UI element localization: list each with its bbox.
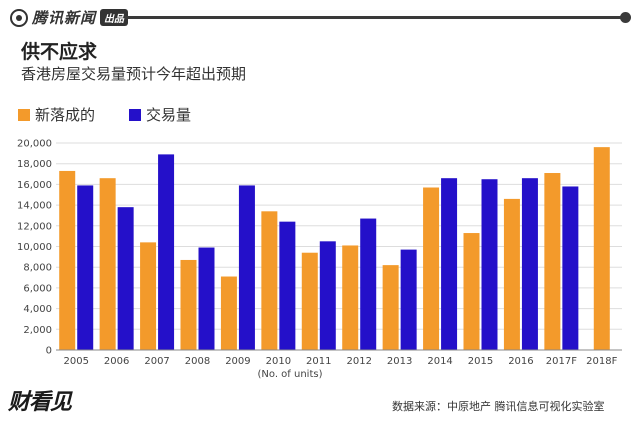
y-tick-label: 6,000 — [23, 283, 52, 294]
brand-logo: 腾讯新闻 出品 — [10, 7, 129, 28]
x-axis-ticks: 2005 2006 2007 2008 2009 2010 2011 2012 2013 2014… — [63, 356, 617, 367]
chart-legend: 新落成的 交易量 — [18, 104, 225, 125]
x-tick-label: 2006 — [104, 356, 129, 367]
bar-new-completions-2010 — [261, 211, 278, 350]
x-axis-label: (No. of units) — [258, 369, 323, 380]
x-tick-label: 2017F — [546, 356, 577, 367]
bar-transactions-2011 — [319, 241, 336, 350]
bar-new-completions-2007 — [140, 242, 157, 350]
y-tick-label: 0 — [46, 346, 52, 357]
x-tick-label: 2007 — [144, 356, 169, 367]
bar-transactions-2008 — [198, 247, 215, 350]
y-tick-label: 10,000 — [17, 242, 52, 253]
x-tick-label: 2016 — [508, 356, 533, 367]
bar-new-completions-2014 — [423, 187, 440, 350]
bar-transactions-2005 — [77, 185, 94, 350]
chart-title: 供不应求 — [21, 41, 98, 63]
bar-new-completions-2013 — [382, 265, 399, 350]
header-divider — [125, 16, 625, 19]
x-tick-label: 2010 — [266, 356, 291, 367]
bar-transactions-2017F — [562, 186, 579, 350]
watermark-logo: 财看见 — [8, 390, 72, 415]
bar-new-completions-2015 — [463, 233, 480, 350]
bar-transactions-2006 — [117, 207, 134, 350]
x-tick-label: 2014 — [427, 356, 452, 367]
bar-transactions-2014 — [441, 178, 458, 350]
x-tick-label: 2013 — [387, 356, 412, 367]
tencent-logo-icon — [10, 8, 28, 27]
bar-new-completions-2011 — [301, 252, 318, 350]
legend-item-transactions: 交易量 — [129, 104, 191, 125]
x-tick-label: 2009 — [225, 356, 250, 367]
y-tick-label: 8,000 — [23, 263, 52, 274]
x-tick-label: 2005 — [63, 356, 88, 367]
bar-new-completions-2006 — [99, 178, 116, 350]
chart-subtitle: 香港房屋交易量预计今年超出预期 — [21, 65, 247, 83]
bar-new-completions-2018F — [593, 147, 610, 350]
bar-new-completions-2008 — [180, 259, 197, 350]
y-axis-ticks: 0 2,000 4,000 6,000 8,000 10,000 12,000 14,000 1… — [17, 139, 52, 357]
legend-swatch-transactions — [129, 108, 142, 121]
y-tick-label: 2,000 — [23, 325, 52, 336]
legend-label-new-completions: 新落成的 — [35, 106, 96, 124]
bar-transactions-2013 — [400, 249, 417, 350]
x-tick-label: 2015 — [468, 356, 493, 367]
bar-transactions-2007 — [158, 154, 175, 350]
bar-transactions-2010 — [279, 221, 296, 350]
bar-transactions-2015 — [481, 179, 498, 350]
y-tick-label: 4,000 — [23, 304, 52, 315]
bar-new-completions-2005 — [59, 170, 76, 350]
y-tick-label: 20,000 — [17, 139, 52, 150]
legend-swatch-new-completions — [18, 108, 30, 121]
bars — [59, 147, 610, 350]
y-tick-label: 14,000 — [17, 201, 52, 212]
bar-new-completions-2017F — [544, 173, 561, 350]
x-tick-label: 2012 — [346, 356, 371, 367]
brand-badge: 出品 — [100, 9, 129, 26]
bar-transactions-2009 — [238, 185, 255, 350]
y-tick-label: 18,000 — [17, 159, 52, 170]
legend-item-new-completions: 新落成的 — [18, 104, 95, 125]
bar-new-completions-2009 — [220, 276, 237, 350]
bar-transactions-2012 — [360, 218, 377, 350]
header-bar: 腾讯新闻 出品 — [0, 0, 640, 32]
x-tick-label: 2008 — [185, 356, 210, 367]
bar-new-completions-2012 — [342, 245, 359, 350]
bar-new-completions-2016 — [503, 198, 520, 350]
bar-transactions-2016 — [521, 178, 538, 350]
brand-name: 腾讯新闻 — [32, 9, 97, 27]
header-dot — [620, 12, 631, 23]
x-tick-label: 2018F — [586, 356, 617, 367]
legend-label-transactions: 交易量 — [146, 106, 192, 124]
y-tick-label: 12,000 — [17, 221, 52, 232]
y-tick-label: 16,000 — [17, 180, 52, 191]
source-note: 数据来源：中原地产 腾讯信息可视化实验室 — [392, 400, 605, 413]
x-tick-label: 2011 — [306, 356, 331, 367]
